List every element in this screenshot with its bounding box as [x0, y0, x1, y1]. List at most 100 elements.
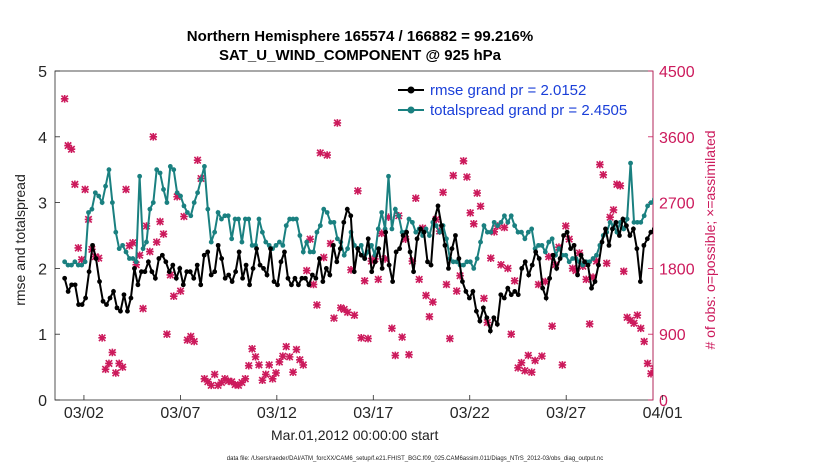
rmse-point	[341, 219, 347, 225]
spread-point	[79, 262, 85, 268]
obs-marker	[94, 254, 103, 262]
spread-point	[195, 190, 200, 196]
rmse-point	[369, 269, 375, 275]
obs-marker	[135, 251, 144, 260]
obs-marker	[105, 359, 113, 368]
rmse-point	[386, 262, 392, 268]
obs-marker	[111, 369, 120, 377]
obs-marker	[316, 149, 325, 157]
obs-marker	[558, 361, 567, 369]
obs-marker	[81, 185, 89, 194]
rmse-point	[72, 282, 78, 288]
rmse-point	[501, 295, 507, 301]
spread-point	[529, 226, 535, 232]
obs-marker	[544, 252, 553, 261]
obs-marker	[548, 322, 556, 330]
obs-marker	[132, 260, 141, 269]
spread-point	[232, 216, 238, 222]
obs-marker	[521, 366, 529, 375]
obs-marker	[582, 275, 591, 284]
obs-marker	[630, 319, 638, 328]
plot-frame	[54, 70, 654, 401]
obs-marker	[456, 271, 464, 280]
spread-point	[409, 219, 415, 225]
spread-point	[222, 213, 228, 219]
spread-point	[427, 233, 432, 238]
spread-point	[502, 213, 507, 219]
obs-marker	[606, 213, 614, 222]
obs-marker	[221, 374, 229, 383]
obs-marker	[258, 376, 267, 385]
obs-marker	[534, 280, 543, 289]
spread-point	[246, 216, 252, 222]
rmse-point	[222, 275, 228, 281]
spread-point	[202, 164, 207, 169]
rmse-point	[460, 279, 465, 284]
obs-marker	[647, 369, 653, 378]
spread-point	[413, 229, 419, 235]
rmse-point	[637, 279, 643, 284]
y2-tick-label: 900	[659, 327, 686, 344]
rmse-point	[303, 275, 308, 281]
spread-point	[249, 242, 255, 248]
obs-marker	[616, 181, 625, 190]
obs-marker	[572, 266, 580, 275]
rmse-point	[83, 295, 88, 301]
rmse-point	[533, 249, 539, 255]
rmse-point	[599, 239, 605, 245]
obs-marker	[279, 352, 287, 360]
spread-point	[628, 160, 633, 166]
spread-point	[72, 259, 78, 265]
obs-marker	[326, 239, 335, 248]
spread-point	[130, 256, 136, 261]
rmse-point	[180, 282, 186, 288]
obs-marker	[510, 277, 519, 285]
spread-point	[638, 219, 644, 225]
rmse-point	[383, 229, 389, 235]
spread-point	[515, 229, 521, 235]
rmse-point	[547, 275, 553, 281]
spread-point	[127, 256, 132, 261]
x-tick-label: 03/22	[450, 405, 490, 422]
obs-marker	[129, 239, 137, 247]
rmse-point	[421, 229, 427, 235]
obs-marker	[186, 332, 195, 341]
spread-point	[263, 239, 269, 245]
legend-rmse-label: rmse grand pr = 2.0152	[430, 82, 586, 99]
rmse-point	[316, 256, 322, 261]
y-tick-label: 5	[38, 64, 47, 81]
obs-marker	[568, 264, 577, 273]
spread-point	[488, 229, 494, 235]
rmse-point	[470, 289, 476, 294]
obs-marker	[575, 249, 584, 257]
rmse-point	[449, 246, 455, 252]
obs-marker	[210, 370, 219, 379]
obs-marker	[619, 267, 628, 276]
rmse-point	[285, 275, 291, 281]
spread-point	[277, 239, 282, 245]
rmse-point	[453, 233, 458, 238]
spread-point	[92, 190, 98, 196]
obs-marker	[391, 351, 400, 360]
spread-point	[297, 233, 303, 238]
spread-point	[86, 210, 91, 215]
rmse-point	[275, 282, 280, 288]
spread-point	[539, 242, 545, 248]
rmse-point	[624, 223, 629, 229]
rmse-point	[184, 269, 190, 275]
spread-point	[467, 259, 473, 265]
rmse-point	[606, 242, 612, 248]
spread-point	[392, 206, 398, 212]
spread-point	[396, 213, 402, 219]
rmse-point	[156, 256, 162, 261]
spread-point	[624, 216, 630, 222]
spread-point	[212, 229, 218, 235]
rmse-point	[187, 269, 193, 275]
spread-point	[450, 259, 456, 265]
spread-point	[512, 223, 518, 229]
obs-marker	[285, 353, 294, 361]
rmse-point	[142, 269, 148, 275]
rmse-point	[564, 229, 570, 235]
obs-marker	[190, 337, 198, 346]
spread-point	[484, 229, 490, 235]
